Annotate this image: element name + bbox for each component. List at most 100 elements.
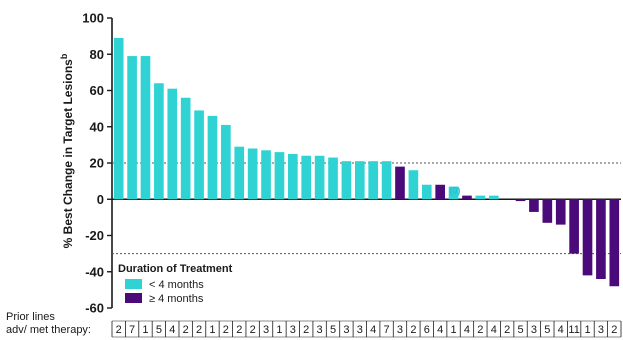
bar [569, 199, 579, 254]
legend-title: Duration of Treatment [118, 263, 233, 275]
prior-line-value: 2 [504, 324, 510, 336]
prior-line-value: 2 [611, 324, 617, 336]
bar [582, 199, 593, 276]
y-tick-label: 20 [90, 156, 104, 171]
bar [140, 56, 151, 200]
prior-line-value: 1 [451, 324, 457, 336]
bar [328, 157, 338, 200]
y-tick-label: -20 [85, 228, 104, 243]
bar [154, 83, 164, 200]
zero-change-annotation: (0) [449, 185, 460, 195]
prior-line-value: 4 [169, 324, 175, 336]
y-tick-label: 100 [82, 11, 104, 26]
bar [381, 161, 392, 200]
legend-label: < 4 months [149, 279, 204, 291]
y-tick-label: -60 [85, 301, 104, 316]
y-tick-label: 40 [90, 119, 104, 134]
bar [127, 56, 137, 200]
bar [515, 199, 526, 202]
y-axis: 100 80 60 40 20 0 -20 -40 -60 % Best Change in Ta… [59, 11, 621, 316]
prior-line-value: 3 [357, 324, 363, 336]
annotation: (0) [449, 185, 460, 195]
bar [462, 195, 472, 200]
prior-line-value: 3 [531, 324, 537, 336]
prior-line-value: 5 [156, 324, 162, 336]
prior-line-value: 2 [223, 324, 229, 336]
bar [542, 199, 553, 223]
bar [180, 97, 191, 200]
prior-lines-label-2: adv/ met therapy: [6, 324, 91, 336]
prior-line-value: 2 [477, 324, 483, 336]
prior-line-value: 2 [196, 324, 202, 336]
bar [234, 146, 245, 200]
y-axis-label-superscript: b [59, 53, 69, 59]
bar [194, 110, 204, 200]
bar [435, 184, 445, 200]
prior-line-value: 4 [558, 324, 564, 336]
legend-label: ≥ 4 months [149, 293, 204, 305]
prior-line-value: 4 [370, 324, 376, 336]
bar [475, 195, 486, 200]
prior-line-value: 4 [464, 324, 470, 336]
bars [113, 37, 620, 287]
prior-line-value: 3 [598, 324, 604, 336]
prior-line-value: 1 [209, 324, 215, 336]
prior-line-value: 1 [584, 324, 590, 336]
bar [314, 155, 325, 200]
bar [529, 199, 539, 212]
bar [596, 199, 606, 279]
prior-line-value: 2 [116, 324, 122, 336]
bar [261, 150, 271, 200]
bar [448, 186, 459, 200]
prior-line-value: 4 [437, 324, 443, 336]
bar [408, 170, 419, 200]
prior-line-value: 2 [303, 324, 309, 336]
bar [247, 148, 258, 200]
bar [354, 161, 365, 200]
bar [288, 153, 298, 200]
prior-line-value: 3 [290, 324, 296, 336]
y-tick-label: -40 [85, 264, 104, 279]
prior-line-value: 5 [544, 324, 550, 336]
bar [368, 161, 379, 200]
bar [301, 155, 312, 200]
legend: Duration of Treatment < 4 months ≥ 4 month… [118, 263, 233, 305]
prior-line-value: 2 [410, 324, 416, 336]
prior-line-value: 2 [183, 324, 189, 336]
prior-line-value: 1 [276, 324, 282, 336]
bar [609, 199, 620, 287]
prior-line-value: 5 [330, 324, 336, 336]
bar [221, 124, 231, 200]
bar [207, 115, 218, 200]
prior-line-value: 3 [317, 324, 323, 336]
y-tick-label: 80 [90, 47, 104, 62]
prior-line-value: 3 [263, 324, 269, 336]
prior-line-value: 2 [236, 324, 242, 336]
bar [555, 199, 566, 225]
prior-line-value: 3 [343, 324, 349, 336]
bar [341, 161, 352, 200]
bar [395, 166, 405, 200]
prior-line-value: 6 [424, 324, 430, 336]
legend-swatch [125, 279, 142, 289]
y-tick-label: 0 [97, 192, 104, 207]
prior-line-value: 7 [384, 324, 390, 336]
prior-line-value: 1 [142, 324, 148, 336]
prior-line-value: 11 [568, 324, 579, 336]
bar [167, 88, 178, 200]
legend-swatch [125, 293, 142, 303]
bar [421, 184, 432, 200]
y-axis-label: % Best Change in Target Lesionsb [59, 53, 75, 248]
prior-line-value: 4 [491, 324, 497, 336]
bar [113, 37, 124, 200]
prior-lines-label: Prior lines [6, 311, 55, 323]
prior-line-value: 7 [129, 324, 135, 336]
bar [488, 195, 499, 200]
prior-line-value: 2 [250, 324, 256, 336]
bar [274, 152, 285, 200]
y-tick-label: 60 [90, 83, 104, 98]
prior-line-value: 3 [397, 324, 403, 336]
prior-line-value: 5 [517, 324, 523, 336]
